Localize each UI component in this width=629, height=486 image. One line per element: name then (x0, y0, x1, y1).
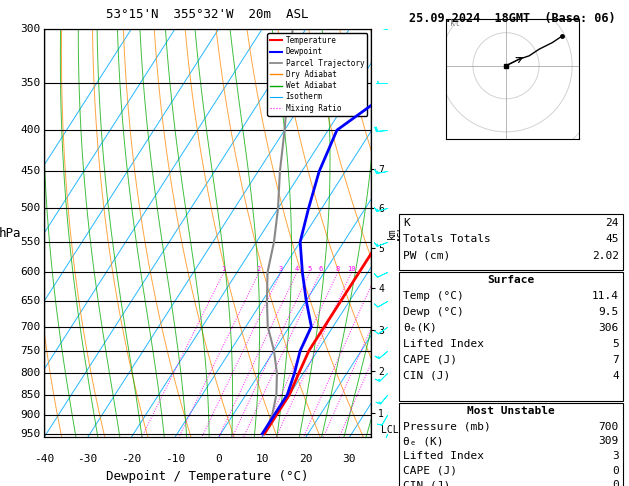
Text: 1: 1 (221, 266, 226, 273)
Text: 10: 10 (255, 454, 269, 464)
Legend: Temperature, Dewpoint, Parcel Trajectory, Dry Adiabat, Wet Adiabat, Isotherm, Mi: Temperature, Dewpoint, Parcel Trajectory… (267, 33, 367, 116)
Text: Dewp (°C): Dewp (°C) (403, 307, 464, 317)
Text: CIN (J): CIN (J) (403, 480, 450, 486)
Text: PW (cm): PW (cm) (403, 251, 450, 261)
Text: 8: 8 (335, 266, 340, 273)
Text: 450: 450 (21, 167, 41, 176)
Text: hPa: hPa (0, 227, 21, 240)
Text: Most Unstable: Most Unstable (467, 406, 555, 417)
Text: -40: -40 (34, 454, 54, 464)
Text: 400: 400 (21, 125, 41, 135)
Text: 5: 5 (308, 266, 312, 273)
Text: 309: 309 (599, 436, 619, 447)
Text: kt: kt (450, 19, 460, 28)
Text: Pressure (mb): Pressure (mb) (403, 422, 491, 432)
Text: θₑ(K): θₑ(K) (403, 323, 437, 333)
Text: 900: 900 (21, 410, 41, 420)
Text: 24: 24 (606, 218, 619, 228)
Text: θₑ (K): θₑ (K) (403, 436, 443, 447)
Text: 20: 20 (299, 454, 313, 464)
Text: 5: 5 (612, 339, 619, 349)
Text: K: K (403, 218, 410, 228)
Text: 850: 850 (21, 390, 41, 399)
Text: 3: 3 (279, 266, 283, 273)
Text: Lifted Index: Lifted Index (403, 339, 484, 349)
Text: 3: 3 (612, 451, 619, 461)
Text: 45: 45 (606, 234, 619, 244)
Text: Temp (°C): Temp (°C) (403, 291, 464, 301)
Text: -30: -30 (77, 454, 97, 464)
Text: Lifted Index: Lifted Index (403, 451, 484, 461)
Text: 25.09.2024  18GMT  (Base: 06): 25.09.2024 18GMT (Base: 06) (409, 12, 616, 25)
Text: 306: 306 (599, 323, 619, 333)
Text: 10: 10 (347, 266, 355, 273)
Text: 53°15'N  355°32'W  20m  ASL: 53°15'N 355°32'W 20m ASL (106, 8, 309, 21)
Text: CIN (J): CIN (J) (403, 371, 450, 381)
Text: 2.02: 2.02 (592, 251, 619, 261)
Text: -20: -20 (121, 454, 142, 464)
Text: 650: 650 (21, 295, 41, 306)
Text: 950: 950 (21, 429, 41, 439)
Text: 11.4: 11.4 (592, 291, 619, 301)
Text: 550: 550 (21, 237, 41, 247)
Text: CAPE (J): CAPE (J) (403, 466, 457, 476)
Text: © weatheronline.co.uk: © weatheronline.co.uk (451, 470, 574, 480)
Text: Dewpoint / Temperature (°C): Dewpoint / Temperature (°C) (106, 470, 309, 483)
Text: 800: 800 (21, 368, 41, 379)
Text: Surface: Surface (487, 275, 535, 285)
Text: 0: 0 (215, 454, 222, 464)
Text: LCL: LCL (381, 425, 399, 435)
Text: 30: 30 (343, 454, 356, 464)
Text: 600: 600 (21, 267, 41, 278)
Text: Totals Totals: Totals Totals (403, 234, 491, 244)
Text: 0: 0 (612, 466, 619, 476)
Text: -10: -10 (165, 454, 185, 464)
Text: 700: 700 (21, 322, 41, 331)
Text: 2: 2 (257, 266, 261, 273)
Text: 7: 7 (612, 355, 619, 365)
Text: CAPE (J): CAPE (J) (403, 355, 457, 365)
Text: 6: 6 (318, 266, 323, 273)
Text: 4: 4 (295, 266, 299, 273)
Text: 0: 0 (612, 480, 619, 486)
Text: 700: 700 (599, 422, 619, 432)
Y-axis label: km
ASL: km ASL (387, 225, 408, 242)
Text: 4: 4 (612, 371, 619, 381)
Text: 500: 500 (21, 204, 41, 213)
Text: 9.5: 9.5 (599, 307, 619, 317)
Text: 750: 750 (21, 346, 41, 356)
Text: 300: 300 (21, 24, 41, 34)
Text: 350: 350 (21, 78, 41, 88)
